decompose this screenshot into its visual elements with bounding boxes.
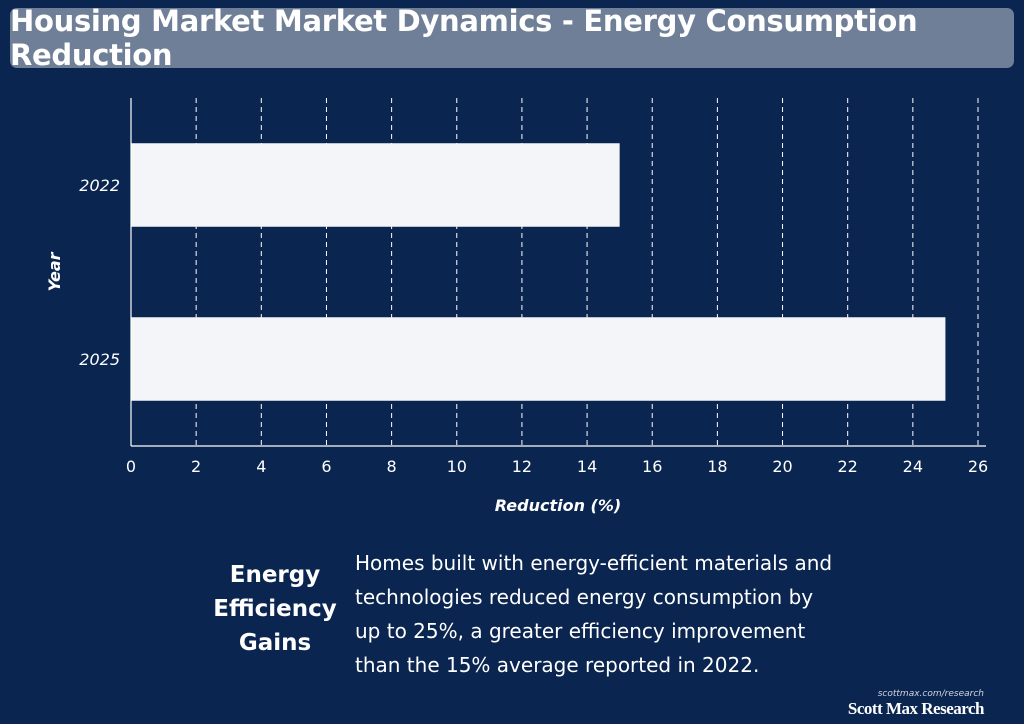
y-axis-label: Year [45,251,64,291]
bar-2025 [131,317,946,401]
x-tick-label: 4 [256,457,266,476]
summary-text: Homes built with energy-efficient materi… [355,551,833,677]
title-bar: Housing Market Market Dynamics - Energy … [10,4,1014,72]
bars [131,143,946,401]
x-tick-label: 8 [387,457,397,476]
x-tick-labels: 0 2 4 6 8 10 12 14 16 18 20 22 24 26 [126,457,988,476]
axes [130,98,986,447]
y-tick-label: 2025 [79,350,120,369]
bar-2022 [131,143,620,227]
x-tick-label: 16 [642,457,662,476]
x-tick-label: 10 [447,457,467,476]
y-tick-label: 2022 [79,176,120,195]
x-tick-label: 22 [838,457,858,476]
x-tick-label: 2 [191,457,201,476]
x-tick-label: 14 [577,457,597,476]
x-tick-label: 12 [512,457,532,476]
x-tick-label: 26 [968,457,988,476]
brand-name: Scott Max Research [847,699,985,718]
x-tick-label: 20 [772,457,792,476]
brand-logo: scottmax.com/research Scott Max Research [847,689,985,718]
x-axis-label: Reduction (%) [495,496,621,515]
y-tick-labels: 2022 2025 [79,176,120,369]
x-tick-label: 0 [126,457,136,476]
page-title: Housing Market Market Dynamics - Energy … [10,4,918,72]
x-tick-label: 6 [321,457,331,476]
x-tick-label: 24 [903,457,923,476]
brand-url: scottmax.com/research [877,689,984,699]
x-tick-label: 18 [707,457,727,476]
summary-heading: Energy Efficiency Gains [213,562,337,656]
